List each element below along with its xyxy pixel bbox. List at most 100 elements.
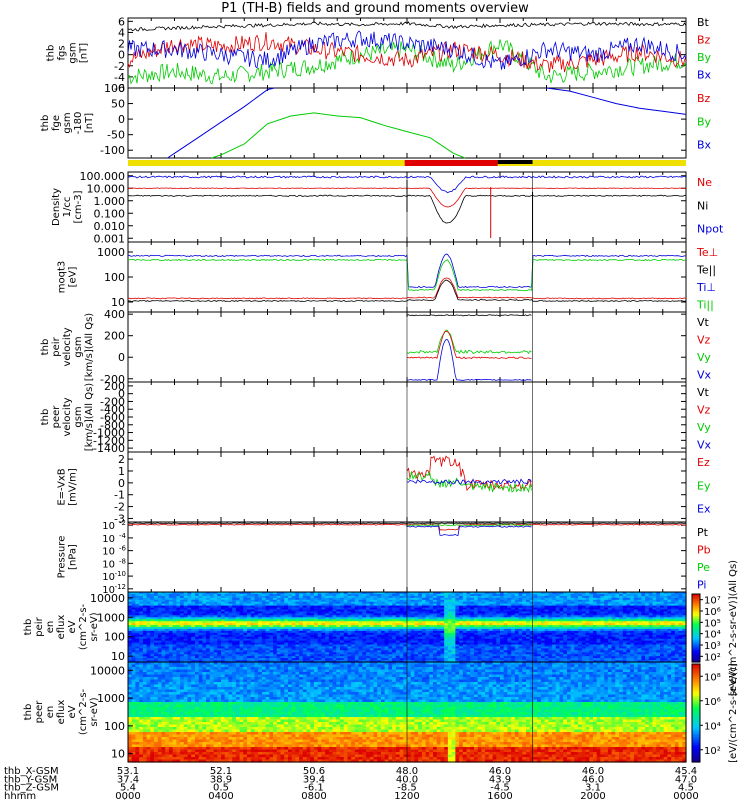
peir-en-cell — [228, 601, 233, 605]
peir-en-cell — [325, 636, 330, 640]
peir-en-cell — [537, 638, 542, 642]
peer_v-ylabel: [km/s](All Qs) — [84, 383, 95, 451]
peir-en-cell — [384, 615, 389, 618]
peir-en-cell — [206, 615, 211, 618]
peir_v-ytick-label: -200 — [100, 373, 125, 386]
peir-en-cell — [168, 640, 174, 644]
peir-en-cell — [362, 599, 367, 603]
peir-en-cell — [526, 601, 531, 605]
peir-en-cell — [358, 613, 363, 616]
peir-en-cell — [399, 630, 404, 634]
peir-en-cell — [265, 656, 270, 659]
peir-en-cell — [176, 630, 181, 634]
peir-en-cell — [540, 652, 546, 655]
peir-en-cell — [447, 601, 453, 605]
peir-en-cell — [310, 625, 315, 628]
peir-en-cell — [135, 654, 140, 657]
peir-en-cell — [474, 656, 479, 659]
peir-en-cell — [447, 609, 453, 612]
peir-en-cell — [172, 654, 177, 657]
peir-en-cell — [488, 609, 494, 612]
peir-en-cell — [466, 658, 471, 661]
peir-en-cell — [455, 613, 460, 616]
peir-en-cell — [347, 638, 352, 642]
peir-en-cell — [325, 628, 330, 632]
peir-en-cell — [157, 627, 163, 630]
peir-en-cell — [362, 654, 367, 657]
peir-en-cell — [436, 642, 442, 646]
peir-en-cell — [429, 646, 434, 649]
peir-en-cell — [195, 640, 200, 644]
peir-en-cell — [455, 625, 460, 628]
peir-en-cell — [533, 658, 538, 661]
peir-en-cell — [195, 617, 200, 620]
peir-en-cell — [191, 611, 196, 614]
peir-en-cell — [351, 611, 356, 614]
peir-en-cell — [154, 634, 159, 638]
peir-en-cell — [187, 625, 192, 628]
peir-en-cell — [328, 617, 334, 620]
peir-en-cell — [314, 630, 319, 634]
peir-en-cell — [224, 658, 229, 661]
peir-en-cell — [392, 627, 397, 630]
peir-en-cell — [224, 650, 229, 653]
peir-en-cell — [395, 636, 401, 640]
peir-en-cell — [321, 609, 326, 612]
peir-en-cell — [228, 628, 233, 632]
peir-en-cell — [433, 648, 438, 651]
peir-en-cell — [243, 625, 248, 628]
peir-en-cell — [165, 650, 170, 653]
peir-en-cell — [511, 592, 516, 595]
peir-en-cell — [388, 603, 393, 607]
peir-en-cell — [436, 615, 442, 618]
peir-en-cell — [477, 595, 482, 599]
peir-en-cell — [250, 654, 256, 657]
peir-en-cell — [503, 625, 508, 628]
peir-en-cell — [239, 632, 244, 636]
peir-en-cell — [492, 593, 497, 597]
peir-en-cell — [540, 617, 546, 620]
peir-en-cell — [135, 642, 140, 646]
peir-en-cell — [161, 648, 166, 651]
peir-en-cell — [254, 634, 259, 638]
peir-en-cell — [198, 621, 203, 624]
peir-en-cell — [392, 646, 397, 649]
peir-en-cell — [421, 658, 427, 661]
peir-en-cell — [481, 640, 486, 644]
peir-en-cell — [258, 628, 263, 632]
peir-en-cell — [440, 617, 445, 620]
peir-en-cell — [540, 603, 546, 607]
peir-en-cell — [403, 592, 408, 595]
peir-en-cell — [552, 642, 557, 646]
peir-en-cell — [444, 634, 449, 638]
peir-en-cell — [500, 603, 505, 607]
peir-en-cell — [314, 627, 319, 630]
peir-en-cell — [276, 597, 282, 601]
peir-en-cell — [425, 601, 430, 605]
peir-en-cell — [321, 595, 326, 599]
peir-en-cell — [217, 636, 222, 640]
peir-en-cell — [206, 592, 211, 595]
peir-en-cell — [180, 660, 185, 663]
peir-en-cell — [198, 601, 203, 605]
peir-en-cell — [131, 601, 136, 605]
peir-en-cell — [239, 601, 244, 605]
peir-en-cell — [343, 619, 349, 622]
peir-en-cell — [533, 597, 538, 601]
peir-en-cell — [526, 656, 531, 659]
peir-en-cell — [507, 650, 512, 653]
peir-en-cell — [180, 628, 185, 632]
peir-en-cell — [183, 656, 189, 659]
peir-en-cell — [462, 611, 468, 614]
peir-en-cell — [477, 613, 482, 616]
peir-en-cell — [447, 642, 453, 646]
peir-en-cell — [254, 597, 259, 601]
peir-en-cell — [518, 634, 523, 638]
peir-en-cell — [447, 636, 453, 640]
peir-en-cell — [239, 654, 244, 657]
peir-en-cell — [157, 595, 163, 599]
peir-en-cell — [232, 640, 237, 644]
peir-en-cell — [433, 644, 438, 647]
peir-en-cell — [243, 650, 248, 653]
peir-en-cell — [425, 611, 430, 614]
